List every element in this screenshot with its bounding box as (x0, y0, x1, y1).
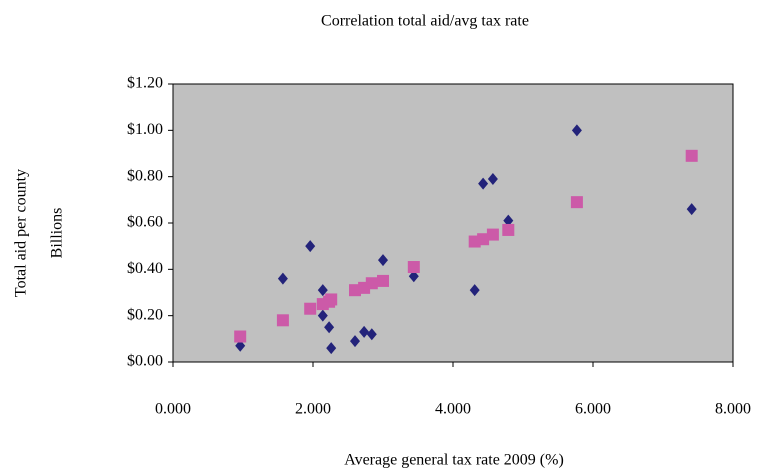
point (276, 314, 289, 327)
point (317, 309, 328, 322)
point (477, 233, 490, 246)
point (235, 339, 246, 352)
point (408, 270, 419, 283)
x-tick-label: 2.000 (295, 401, 331, 418)
x-tick-label: 4.000 (435, 401, 471, 418)
point (305, 240, 316, 253)
point (570, 196, 583, 209)
point (686, 203, 697, 216)
point (407, 261, 420, 274)
point (503, 214, 514, 227)
point (377, 274, 389, 287)
point (277, 272, 288, 285)
point (325, 293, 338, 306)
point (304, 302, 317, 315)
y-tick-label: $1.00 (127, 121, 163, 138)
point (502, 223, 515, 236)
y-tick-label: $1.20 (127, 75, 163, 92)
point (365, 277, 378, 290)
point (349, 284, 361, 297)
point (326, 342, 337, 355)
y-tick-label: $0.40 (127, 260, 163, 277)
y-axis-unit: Billions (49, 208, 66, 259)
point (324, 321, 335, 334)
y-axis-label: Total aid per county (13, 169, 30, 297)
point (359, 325, 370, 338)
point (478, 177, 489, 190)
point (234, 330, 247, 343)
plot-area (172, 83, 734, 363)
x-tick-label: 6.000 (575, 401, 611, 418)
chart-title: Correlation total aid/avg tax rate (321, 13, 529, 30)
point (366, 328, 377, 341)
y-tick-label: $0.80 (127, 167, 163, 184)
x-tick-label: 0.000 (155, 401, 191, 418)
x-tick-label: 8.000 (715, 401, 751, 418)
point (469, 284, 480, 297)
point (378, 254, 388, 267)
y-tick-label: $0.00 (127, 353, 163, 370)
point (571, 124, 582, 137)
y-tick-label: $0.20 (127, 306, 163, 323)
point (487, 172, 498, 185)
point (317, 284, 328, 297)
point (350, 335, 360, 348)
point (486, 228, 499, 241)
point (685, 149, 698, 162)
y-tick-label: $0.60 (127, 214, 163, 231)
x-axis-label: Average general tax rate 2009 (%) (344, 452, 564, 469)
